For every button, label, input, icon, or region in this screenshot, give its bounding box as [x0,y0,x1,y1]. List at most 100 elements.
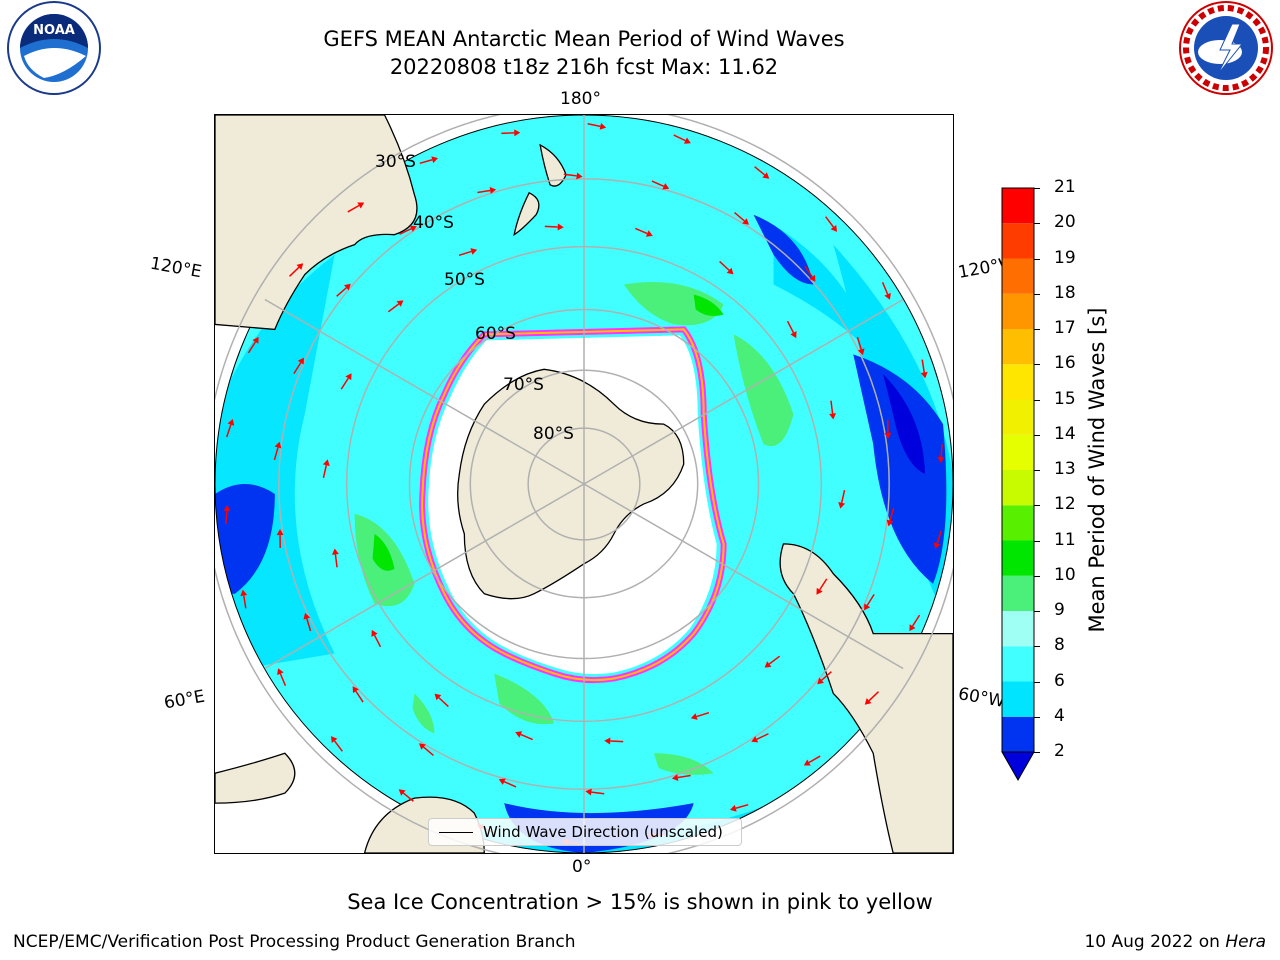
wind-arrow [803,755,821,766]
colorbar-segment [1002,575,1034,611]
wind-arrow [434,693,449,708]
date-value: 10 Aug 2022 on [1084,932,1226,952]
colorbar-segment [1002,681,1034,717]
wind-arrow [729,803,749,812]
colorbar-tick-label: 12 [1054,494,1076,515]
nws-logo [1176,0,1276,100]
lat-label-50s: 50°S [444,270,485,290]
wind-arrow [604,737,624,745]
colorbar-segment [1002,364,1034,400]
colorbar-segment [1002,611,1034,647]
wind-arrow [352,686,364,703]
wind-arrow [671,774,691,781]
legend-label: Wind Wave Direction (unscaled) [483,823,723,841]
wind-arrow [277,668,287,686]
wind-arrow [673,134,691,144]
wind-arrow [330,736,343,752]
wind-arrow [751,733,769,743]
wind-arrow [937,444,945,464]
wind-arrow [399,225,417,235]
noaa-logo: NOAA [4,0,104,100]
wind-arrow [273,441,282,461]
wind-arrow [690,712,710,720]
wind-arrow [734,211,750,225]
sea-ice-ring [419,326,727,684]
colorbar-tick-label: 20 [1054,212,1076,233]
colorbar [1001,187,1035,782]
wind-arrow [240,589,248,609]
wind-arrow [289,263,304,277]
wind-arrow [336,283,351,297]
wind-arrow [816,578,828,595]
lat-label-70s: 70°S [503,375,544,395]
colorbar-tick-label: 16 [1054,353,1076,374]
lat-label-60s: 60°S [475,324,516,344]
wind-arrow [825,216,838,232]
wind-arrow [331,548,339,568]
colorbar-tick-mark [1034,681,1040,683]
colorbar-tick-label: 13 [1054,459,1076,479]
wind-arrow [754,166,770,179]
wind-arrow [804,265,816,282]
wind-arrow [635,227,653,237]
colorbar-tick-label: 21 [1054,177,1076,197]
colorbar-segment [1002,470,1034,506]
wind-arrow [387,300,404,313]
wind-arrow [340,373,352,390]
colorbar-segment [1002,540,1034,576]
wind-wave-arrows [223,122,945,846]
colorbar-tick-mark [1034,434,1040,436]
wind-arrow [276,529,284,549]
colorbar-tick-mark [1034,470,1040,471]
lon-label-60w: 60°W [956,684,1007,712]
colorbar-tick-mark [1034,258,1040,260]
lon-label-0: 0° [572,857,592,877]
wind-arrow [418,743,434,757]
wind-arrow [864,593,875,611]
colorbar-tick-label: 4 [1054,705,1065,726]
wind-arrow [226,419,235,438]
wind-arrow [322,459,330,479]
wind-arrow [764,655,781,668]
graticule [215,115,953,853]
colorbar-segment [1002,188,1034,224]
colorbar-tick-label: 10 [1054,564,1076,585]
lon-label-60e: 60°E [162,686,207,714]
chart-subtitle: 20220808 t18z 216h fcst Max: 11.62 [389,55,779,79]
polar-map [214,114,954,854]
machine-name: Hera [1225,932,1266,952]
lat-label-40s: 40°S [413,213,454,233]
colorbar-tick-mark [1034,293,1040,295]
colorbar-tick-mark [1034,399,1040,401]
colorbar-tick-mark [1034,646,1040,648]
colorbar-segment [1002,293,1034,329]
wind-arrow [585,788,605,796]
lat-label-80s: 80°S [533,424,574,444]
wind-arrow [719,260,734,275]
wind-arrow [587,122,607,130]
wind-arrow [303,612,312,632]
wind-arrow [563,172,583,180]
chart-title: GEFS MEAN Antarctic Mean Period of Wind … [323,27,845,51]
colorbar-tick-label: 14 [1054,423,1076,444]
wind-arrow [293,357,304,375]
colorbar-tick-mark [1034,611,1040,612]
colorbar-segment [1002,223,1034,259]
legend-line-sample [439,831,473,833]
wind-arrow [347,202,365,213]
wind-arrow [477,187,497,194]
colorbar-segment [1002,399,1034,435]
colorbar-tick-label: 2 [1054,741,1065,761]
wind-arrow [419,156,439,165]
colorbar-tick-label: 19 [1054,247,1076,268]
colorbar-label: Mean Period of Wind Waves [s] [1085,307,1109,633]
colorbar-segment [1002,258,1034,294]
wind-arrow [920,359,928,379]
colorbar-tick-mark [1034,575,1040,577]
wind-arrow [544,223,564,231]
wind-arrow [786,320,797,339]
wind-arrow [817,671,832,685]
wind-arrow [223,504,231,524]
lon-label-180: 180° [560,89,601,109]
colorbar-tick-label: 17 [1054,318,1076,338]
